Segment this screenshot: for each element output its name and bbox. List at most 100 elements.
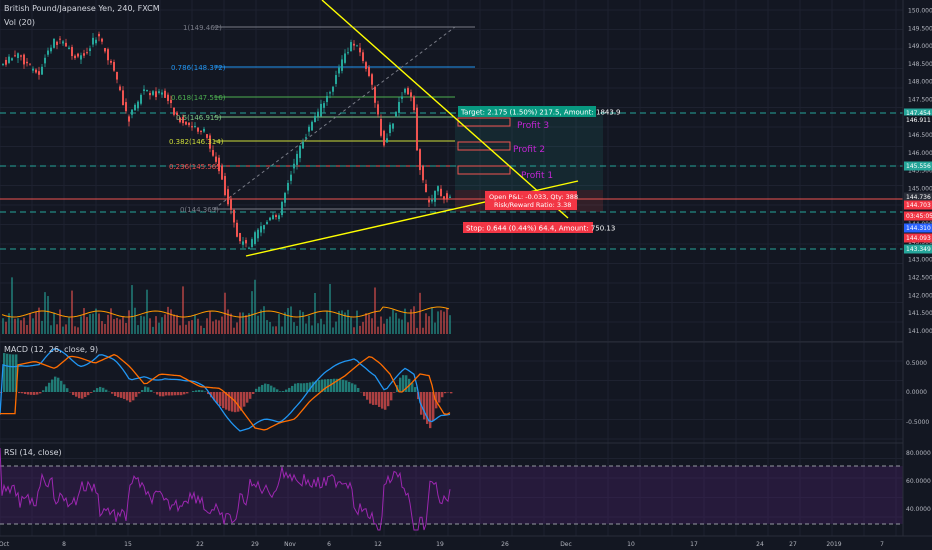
rsi-line xyxy=(0,447,451,531)
candle-body xyxy=(341,59,343,71)
price-tag-text: 145.556 xyxy=(906,163,931,170)
candle-body xyxy=(260,226,262,233)
candle-body xyxy=(197,127,199,132)
price-scale[interactable] xyxy=(903,0,932,536)
candle-body xyxy=(272,215,274,220)
target-label: Target: 2.175 (1.50%) 217.5, Amount: 184… xyxy=(460,109,621,117)
volume-bar xyxy=(302,311,304,334)
candle-body xyxy=(431,199,433,202)
symbol-title[interactable]: British Pound/Japanese Yen, 240, FXCM xyxy=(4,4,160,13)
candle-body xyxy=(395,111,397,117)
volume-bar xyxy=(17,318,19,334)
target-label-box[interactable] xyxy=(458,106,596,117)
macd-hist-bar xyxy=(201,390,204,392)
volume-bar xyxy=(137,325,139,334)
candle-body xyxy=(236,222,238,237)
time-tick: 8 xyxy=(62,541,66,548)
macd-hist-bar xyxy=(231,392,234,412)
candle-body xyxy=(434,190,436,202)
candle-body xyxy=(146,90,148,92)
macd-hist-bar xyxy=(54,376,57,392)
candlesticks[interactable] xyxy=(2,31,451,250)
volume-bar xyxy=(119,319,121,334)
price-tag-text: 143.349 xyxy=(906,246,931,253)
volume-bar xyxy=(356,310,358,334)
candle-body xyxy=(212,150,214,156)
macd-hist-bar xyxy=(177,392,180,396)
volume-bar xyxy=(416,327,418,334)
time-tick: 2019 xyxy=(826,541,841,548)
volume-bar xyxy=(59,309,61,334)
volume-bar xyxy=(407,322,409,334)
macd-hist-bar xyxy=(312,381,315,392)
volume-bar xyxy=(206,318,208,334)
macd-hist-bar xyxy=(147,387,150,392)
time-axis[interactable] xyxy=(0,536,932,550)
volume-bar xyxy=(164,314,166,334)
volume-bar xyxy=(212,321,214,334)
horizontal-levels[interactable] xyxy=(0,112,903,250)
candle-body xyxy=(161,92,163,95)
price-tick: 143.000 xyxy=(908,257,932,264)
price-tick: 149.000 xyxy=(908,43,932,50)
volume-bar xyxy=(326,310,328,334)
volume-bar xyxy=(278,314,280,334)
volume-bar xyxy=(365,313,367,334)
macd-hist-bar xyxy=(369,392,372,404)
macd-hist-bar xyxy=(228,392,231,411)
macd-hist-bar xyxy=(441,392,444,398)
candle-body xyxy=(257,229,259,239)
volume-bar xyxy=(410,309,412,334)
candle-body xyxy=(401,96,403,99)
volume-bar xyxy=(188,321,190,334)
profit-1-label: Profit 1 xyxy=(521,171,553,181)
volume-bar xyxy=(296,325,298,334)
candle-body xyxy=(17,53,19,59)
volume-bar xyxy=(62,326,64,334)
volume-bar xyxy=(335,321,337,334)
macd-hist-bar xyxy=(180,392,183,396)
volume-bar xyxy=(434,322,436,334)
volume-bar xyxy=(230,313,232,334)
volume-bar xyxy=(155,316,157,334)
candle-body xyxy=(209,135,211,149)
volume-bar xyxy=(329,283,331,334)
candle-body xyxy=(164,90,166,98)
macd-label[interactable]: MACD (12, 26, close, 9) xyxy=(4,345,99,354)
macd-hist-bar xyxy=(300,383,303,392)
macd-hist-bar xyxy=(354,384,357,392)
profit-boxes[interactable] xyxy=(457,117,511,175)
volume-bar xyxy=(89,314,91,334)
pnl-label-box[interactable] xyxy=(485,191,577,210)
candle-body xyxy=(437,186,439,192)
candle-body xyxy=(5,59,7,65)
candle-body xyxy=(416,107,418,151)
macd-hist-bar xyxy=(411,382,414,392)
volume-bar xyxy=(368,314,370,334)
candle-body xyxy=(335,75,337,84)
volume-bar xyxy=(182,286,184,334)
upper-trendline[interactable] xyxy=(321,0,569,219)
volume-bar xyxy=(11,277,13,334)
macd-hist-bar xyxy=(45,386,48,392)
time-tick: 15 xyxy=(124,541,132,548)
candle-body xyxy=(179,117,181,123)
volume-bar xyxy=(320,318,322,334)
macd-hist-bar xyxy=(450,392,453,394)
macd-hist-bar xyxy=(123,392,126,399)
candle-body xyxy=(239,232,241,242)
volume-bar xyxy=(311,325,313,334)
macd-hist-bar xyxy=(282,390,285,392)
price-tick: 148.000 xyxy=(908,79,932,86)
volume-label[interactable]: Vol (20) xyxy=(4,18,35,27)
macd-hist-bar xyxy=(333,378,336,392)
macd-hist-bar xyxy=(387,392,390,407)
stop-label-box[interactable] xyxy=(463,222,593,233)
volume-bar xyxy=(20,320,22,334)
volume-bar xyxy=(239,312,241,334)
volume-bar xyxy=(269,321,271,334)
stop-label: Stop: 0.644 (0.44%) 64.4, Amount: 750.13 xyxy=(466,225,615,233)
macd-hist-bar xyxy=(60,380,63,392)
rsi-label[interactable]: RSI (14, close) xyxy=(4,448,62,457)
